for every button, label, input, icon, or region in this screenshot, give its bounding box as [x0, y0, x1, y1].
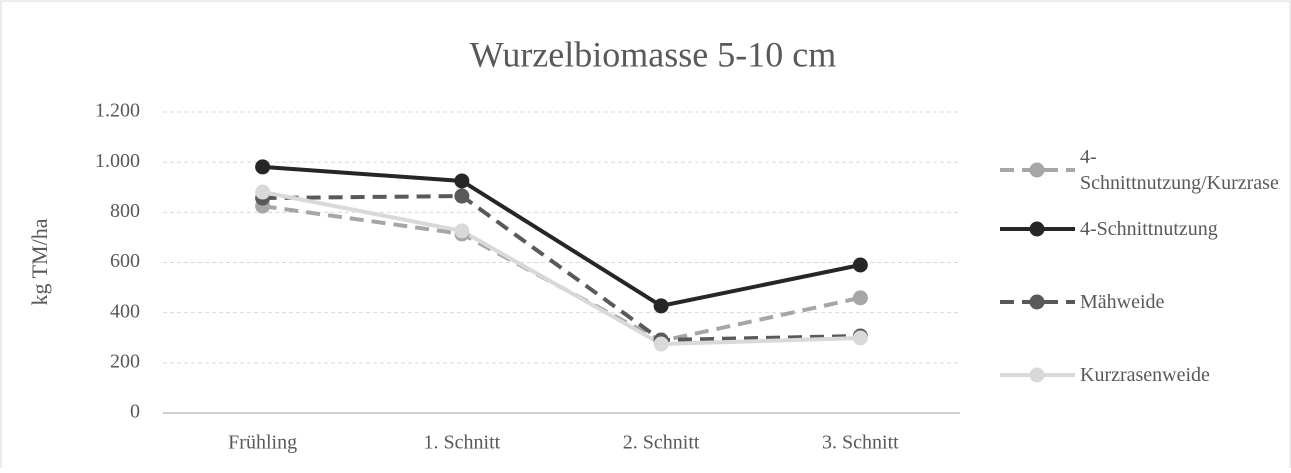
legend-item: 4-Schnittnutzung/Kurzrasenweide — [1080, 146, 1280, 194]
legend-label: 4-Schnittnutzung/Kurzrasenweide — [1080, 146, 1280, 194]
series-line — [262, 190, 861, 347]
legend-label: Mähweide — [1080, 291, 1165, 313]
data-point — [454, 173, 470, 189]
legend-marker — [1029, 294, 1045, 310]
y-tick-label: 400 — [110, 300, 140, 322]
data-point — [255, 159, 271, 175]
y-tick-label: 1.000 — [95, 150, 140, 172]
y-tick-label: 200 — [110, 350, 140, 372]
data-point — [653, 298, 669, 314]
data-point — [255, 184, 271, 200]
data-point — [852, 290, 868, 306]
data-point — [852, 330, 868, 346]
x-tick-label: 3. Schnitt — [822, 432, 899, 454]
x-tick-label: 2. Schnitt — [623, 432, 700, 454]
x-tick-label: 1. Schnitt — [424, 432, 501, 454]
legend-marker — [1029, 367, 1045, 383]
chart-title: Wurzelbiomasse 5-10 cm — [470, 34, 836, 74]
data-point — [454, 188, 470, 204]
legend-label: Kurzrasenweide — [1080, 364, 1210, 386]
y-tick-label: 800 — [110, 200, 140, 222]
series-line — [262, 194, 861, 343]
legend-item: Kurzrasenweide — [1080, 364, 1210, 386]
legend-item: Mähweide — [1080, 291, 1165, 313]
series-line — [262, 164, 861, 309]
legend-label: 4-Schnittnutzung — [1080, 218, 1218, 240]
legend-marker — [1029, 221, 1045, 237]
data-point — [653, 336, 669, 352]
legend-item: 4-Schnittnutzung — [1080, 218, 1218, 240]
legend-marker — [1029, 162, 1045, 178]
data-point — [852, 257, 868, 273]
x-tick-label: Frühling — [228, 432, 297, 454]
y-axis-label: kg TM/ha — [27, 218, 52, 305]
y-tick-label: 1.200 — [95, 100, 140, 122]
y-tick-label: 600 — [110, 250, 140, 272]
y-tick-label: 0 — [130, 401, 140, 423]
data-point — [454, 223, 470, 239]
